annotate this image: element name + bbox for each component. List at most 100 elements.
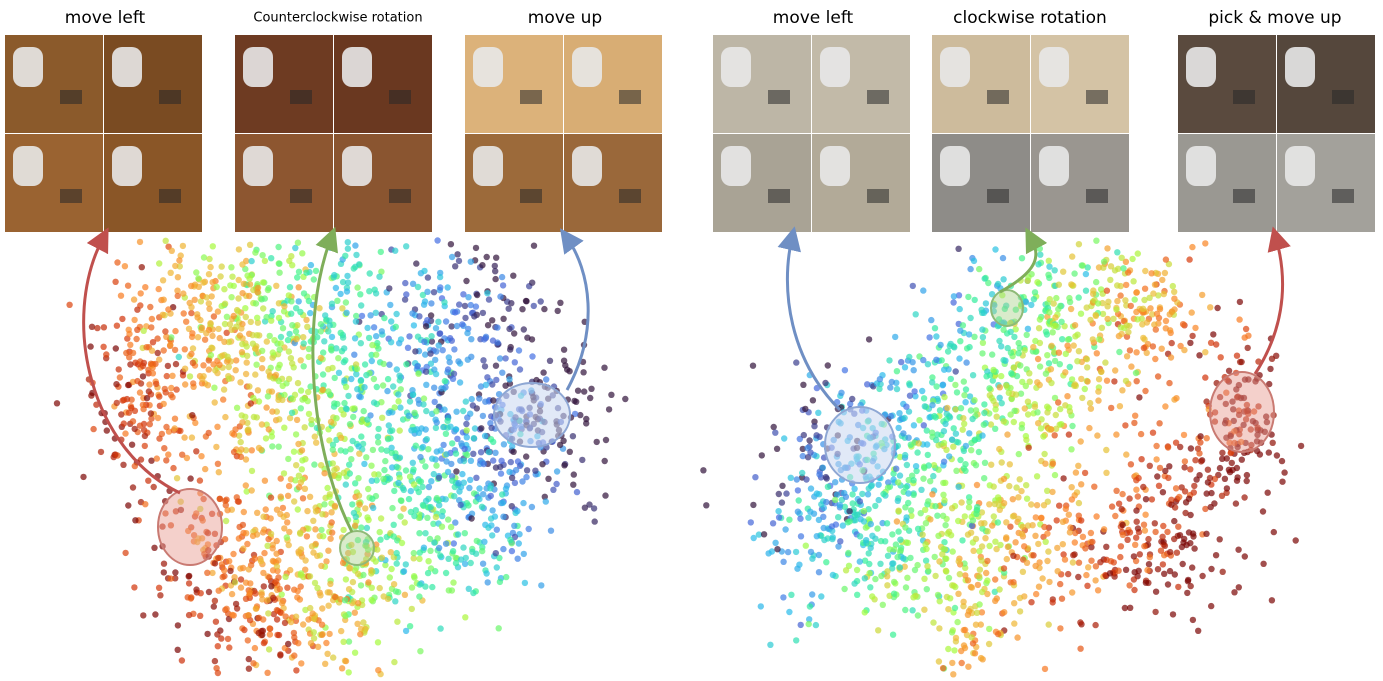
scatter-point [976,566,984,573]
scatter-point [205,547,212,554]
scatter-point [994,519,1002,526]
scatter-point [263,404,270,411]
scatter-point [295,440,302,448]
scatter-point [428,333,435,340]
scatter-point [1041,523,1048,531]
scatter-point [268,583,275,590]
scatter-point [239,419,246,426]
scatter-point [389,427,396,434]
scatter-point [311,433,318,440]
scatter-point [967,314,974,322]
scatter-point [961,420,968,427]
scatter-point [368,351,375,359]
scatter-point [1012,391,1020,398]
scatter-point [1037,251,1044,258]
scatter-point [223,496,230,503]
scatter-point [1052,314,1059,321]
scatter-point [932,503,939,510]
scatter-point [205,429,212,437]
scatter-point [1064,393,1071,400]
scatter-point [1164,528,1171,536]
scatter-point [978,609,986,616]
scatter-point [473,537,480,545]
object [389,189,411,203]
scatter-point [1033,473,1041,480]
scatter-point [824,362,831,369]
scatter-point [131,316,138,324]
scatter-point [320,533,327,540]
scatter-point [246,589,254,596]
scatter-point [1008,370,1015,377]
scatter-point [955,558,962,565]
scatter-point [922,557,930,564]
scatter-point [129,484,137,491]
scatter-point [393,560,400,567]
scatter-point [297,308,304,316]
scatter-point [377,248,384,256]
scatter-point [131,462,138,470]
scatter-point [172,508,180,515]
scatter-point [415,370,422,377]
scatter-point [460,407,467,415]
scatter-point [1009,513,1017,520]
scatter-point [797,515,804,522]
scatter-point [1123,322,1131,329]
scatter-point [1047,366,1055,373]
scatter-point [1184,578,1192,585]
robot-arm [342,146,372,186]
scatter-point [310,276,317,283]
scatter-point [342,252,349,259]
scatter-point [566,448,573,455]
scatter-point [1191,482,1198,490]
scatter-point [1173,549,1181,556]
scatter-point [1018,487,1025,495]
scatter-point [929,379,936,386]
scatter-point [1083,304,1090,311]
scatter-point [141,432,149,440]
scatter-point [806,603,814,610]
scatter-point [317,321,325,328]
scatter-point [401,519,408,526]
scatter-point [412,442,419,449]
scatter-point [139,373,147,380]
scatter-point [902,606,909,614]
scatter-point [465,294,472,301]
scatter-point [366,270,373,277]
scatter-point [242,482,249,489]
scatter-point [1068,484,1075,491]
scatter-point [113,381,120,388]
scatter-point [262,506,269,513]
scatter-point [335,369,343,376]
scatter-point [819,464,826,471]
robot-arm [473,146,503,186]
scatter-point [444,284,451,291]
scatter-point [442,496,449,503]
scatter-point [1166,567,1174,575]
label: move left [773,8,854,28]
scatter-point [891,546,898,553]
scatter-point [1078,262,1086,269]
scatter-point [352,318,360,325]
label: Counterclockwise rotation [253,11,422,26]
scatter-point [221,300,229,307]
scatter-point [590,505,598,512]
scatter-point [982,535,989,542]
scatter-point [305,616,312,623]
scatter-point [353,365,361,372]
scatter-point [171,415,179,422]
scatter-point [247,400,254,407]
scatter-point [1236,316,1243,323]
scatter-point [215,469,222,476]
scatter-point [805,514,812,521]
scatter-point [951,647,958,654]
scatter-point [1108,404,1115,412]
scatter-point [1115,500,1123,507]
scatter-point [474,291,481,299]
scatter-point [363,524,371,532]
scatter-point [470,435,478,442]
scatter-point [275,364,282,372]
scatter-point [90,425,97,433]
scatter-point [66,301,73,308]
scatter-point [214,423,221,430]
scatter-point [317,592,324,599]
